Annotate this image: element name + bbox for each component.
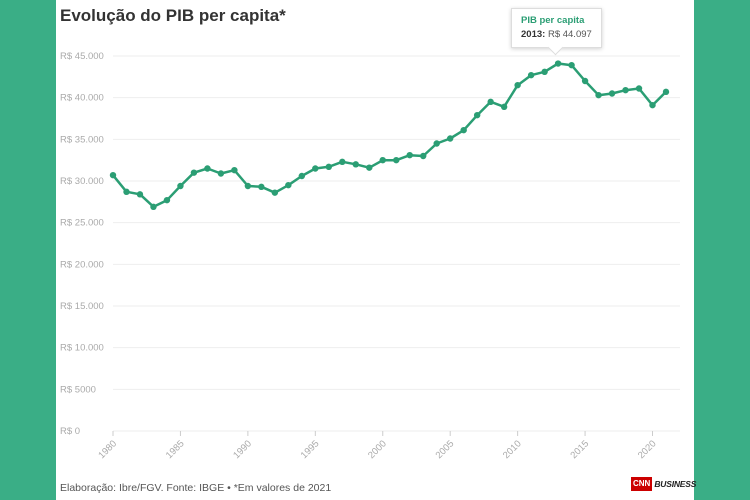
y-tick-label: R$ 30.000	[60, 176, 104, 187]
data-point[interactable]	[568, 61, 575, 69]
data-point[interactable]	[258, 183, 265, 191]
data-point[interactable]	[150, 203, 157, 211]
y-axis-ticks: R$ 0 R$ 5000 R$ 10.000 R$ 15.000 R$ 20.000 R$…	[60, 51, 104, 437]
x-tick-label: 1995	[299, 438, 322, 461]
data-point[interactable]	[393, 156, 400, 164]
x-tick-label: 1990	[231, 438, 254, 461]
y-tick-label: R$ 10.000	[60, 343, 104, 354]
x-tick-label: 2000	[366, 438, 389, 461]
data-point[interactable]	[608, 90, 616, 97]
x-tick-label: 2020	[636, 438, 659, 461]
y-tick-label: R$ 0	[60, 426, 80, 437]
x-tick-label: 2010	[501, 438, 524, 461]
data-point[interactable]	[271, 189, 279, 196]
data-point[interactable]	[514, 81, 521, 89]
data-point[interactable]	[339, 158, 346, 166]
data-point[interactable]	[635, 85, 643, 92]
series-line-pib-per-capita	[112, 62, 667, 209]
chart-panel: Evolução do PIB per capita* R$ 0 R$ 5000 R…	[56, 0, 696, 500]
cnn-business-logo: CNN BUSINESS	[631, 477, 696, 491]
data-point[interactable]	[541, 68, 548, 76]
data-point[interactable]	[177, 182, 184, 190]
tooltip-value: R$ 44.097	[547, 29, 592, 40]
data-point[interactable]	[231, 166, 238, 174]
data-point[interactable]	[312, 165, 319, 172]
data-point[interactable]	[460, 126, 467, 134]
data-point[interactable]	[136, 191, 144, 198]
data-point[interactable]	[406, 151, 413, 159]
data-tooltip: PIB per capita 2013: R$ 44.097	[511, 8, 602, 48]
data-point[interactable]	[285, 181, 292, 189]
y-tick-label: R$ 45.000	[60, 51, 104, 62]
data-point[interactable]	[581, 77, 589, 85]
source-footnote: Elaboração: Ibre/FGV. Fonte: IBGE • *Em …	[60, 482, 332, 494]
data-point[interactable]	[163, 196, 171, 204]
data-point[interactable]	[595, 91, 602, 99]
y-tick-label: R$ 40.000	[60, 93, 104, 104]
tooltip-series-name: PIB per capita	[521, 15, 585, 26]
data-point[interactable]	[325, 163, 333, 171]
data-point[interactable]	[554, 60, 562, 67]
data-point[interactable]	[379, 156, 386, 164]
data-point[interactable]	[298, 172, 306, 180]
data-point[interactable]	[109, 171, 117, 179]
tooltip-year: 2013:	[521, 29, 546, 40]
y-tick-label: R$ 20.000	[60, 259, 104, 270]
data-point[interactable]	[500, 103, 508, 111]
y-tick-label: R$ 5000	[60, 384, 96, 395]
logo-cnn: CNN	[631, 477, 653, 491]
data-point[interactable]	[649, 101, 656, 109]
y-tick-label: R$ 35.000	[60, 134, 104, 145]
line-chart: R$ 0 R$ 5000 R$ 10.000 R$ 15.000 R$ 20.000 R$…	[60, 51, 680, 461]
y-tick-label: R$ 25.000	[60, 218, 104, 229]
data-point[interactable]	[366, 164, 373, 171]
data-point[interactable]	[433, 140, 440, 147]
data-point[interactable]	[352, 161, 359, 168]
data-point[interactable]	[244, 182, 252, 190]
data-point[interactable]	[190, 169, 198, 176]
y-tick-label: R$ 15.000	[60, 301, 104, 312]
x-tick-label: 1980	[96, 438, 119, 461]
grid-lines	[113, 55, 680, 432]
x-tick-label: 2005	[434, 438, 457, 461]
x-tick-label: 2015	[568, 438, 591, 461]
data-point[interactable]	[527, 71, 535, 79]
data-point[interactable]	[487, 98, 494, 106]
data-point[interactable]	[446, 135, 454, 142]
data-point[interactable]	[420, 152, 427, 160]
data-point[interactable]	[473, 111, 481, 119]
data-point[interactable]	[204, 165, 211, 172]
x-axis-ticks: 1980 1985 1990 1995 2000 2005 2010 2015 2020	[96, 431, 659, 461]
data-point[interactable]	[217, 170, 225, 177]
data-point[interactable]	[622, 86, 629, 94]
logo-business: BUSINESS	[654, 479, 697, 489]
data-point[interactable]	[123, 188, 130, 196]
x-tick-label: 1985	[164, 438, 187, 461]
data-point[interactable]	[662, 88, 670, 96]
chart-title: Evolução do PIB per capita*	[60, 6, 286, 25]
data-points	[109, 60, 670, 211]
